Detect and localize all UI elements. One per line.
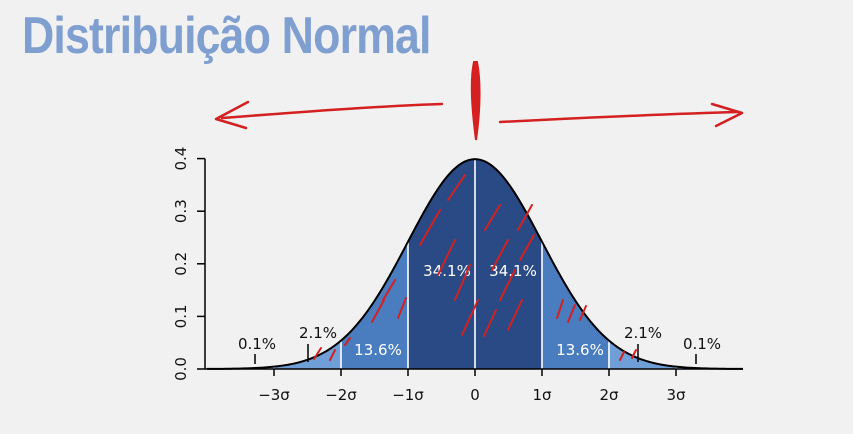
x-tick-label: 0	[470, 386, 480, 404]
y-tick-label: 0.0	[172, 357, 190, 381]
arrow-right-annotation	[498, 110, 740, 124]
red-hatch-annotation	[567, 304, 576, 323]
red-hatch-annotation	[499, 269, 516, 301]
y-tick-label: 0.4	[172, 147, 190, 171]
red-hatch-annotation	[344, 337, 351, 346]
band-label: 2.1%	[299, 324, 337, 342]
x-tick-label: −2σ	[325, 386, 357, 404]
arrow-right-head	[710, 102, 744, 128]
y-tick-label: 0.1	[172, 304, 190, 328]
red-hatch-annotation	[313, 347, 322, 360]
red-hatch-annotation	[517, 204, 533, 231]
band-label: 13.6%	[354, 341, 402, 359]
red-annotations	[214, 61, 744, 361]
red-hatch-annotation	[631, 349, 637, 359]
y-tick-label: 0.3	[172, 199, 190, 223]
red-hatch-annotation	[491, 239, 509, 271]
red-hatch-annotation	[447, 174, 466, 201]
x-tick-label: 1σ	[532, 386, 552, 404]
density-curve	[206, 158, 744, 370]
band-label: 13.6%	[556, 341, 604, 359]
red-hatch-annotation	[371, 299, 385, 323]
x-tick-label: 2σ	[599, 386, 619, 404]
axes: 0.0 0.1 0.2 0.3 0.4 −3σ −2σ −1σ 0 1σ 2σ 3σ	[172, 147, 743, 404]
red-hatch-annotation	[519, 234, 535, 261]
band-label: 34.1%	[489, 262, 537, 280]
band-label: 34.1%	[423, 262, 471, 280]
band-area-4	[274, 340, 341, 369]
vertical-center-mark-annotation	[470, 61, 481, 141]
red-hatch-annotation	[556, 299, 564, 319]
arrow-left-annotation	[220, 102, 444, 120]
red-hatch-annotation	[454, 264, 471, 301]
red-hatch-annotation	[507, 299, 523, 331]
x-tick-label: −3σ	[258, 386, 290, 404]
arrow-left-head	[214, 100, 250, 130]
band-area-5	[609, 340, 676, 369]
red-hatch-annotation	[579, 305, 587, 321]
red-hatch-annotation	[397, 297, 407, 319]
band-label: 0.1%	[238, 335, 276, 353]
red-hatch-annotation	[484, 204, 501, 231]
x-tick-label: −1σ	[392, 386, 424, 404]
red-hatch-annotation	[619, 351, 625, 361]
page-title: Distribuição Normal	[22, 7, 431, 65]
band-label: 2.1%	[624, 324, 662, 342]
red-hatch-annotation	[483, 309, 497, 337]
red-hatch-annotation	[382, 279, 396, 301]
red-hatch-annotation	[461, 299, 479, 336]
red-hatch-annotation	[329, 349, 336, 361]
band-label: 0.1%	[683, 335, 721, 353]
red-hatch-annotation	[437, 239, 456, 276]
band-percent-labels: 34.1% 34.1% 13.6% 13.6% 2.1% 2.1% 0.1% 0.1%	[238, 262, 721, 364]
red-hatch-annotation	[419, 209, 441, 246]
y-tick-label: 0.2	[172, 252, 190, 276]
x-tick-label: 3σ	[666, 386, 686, 404]
